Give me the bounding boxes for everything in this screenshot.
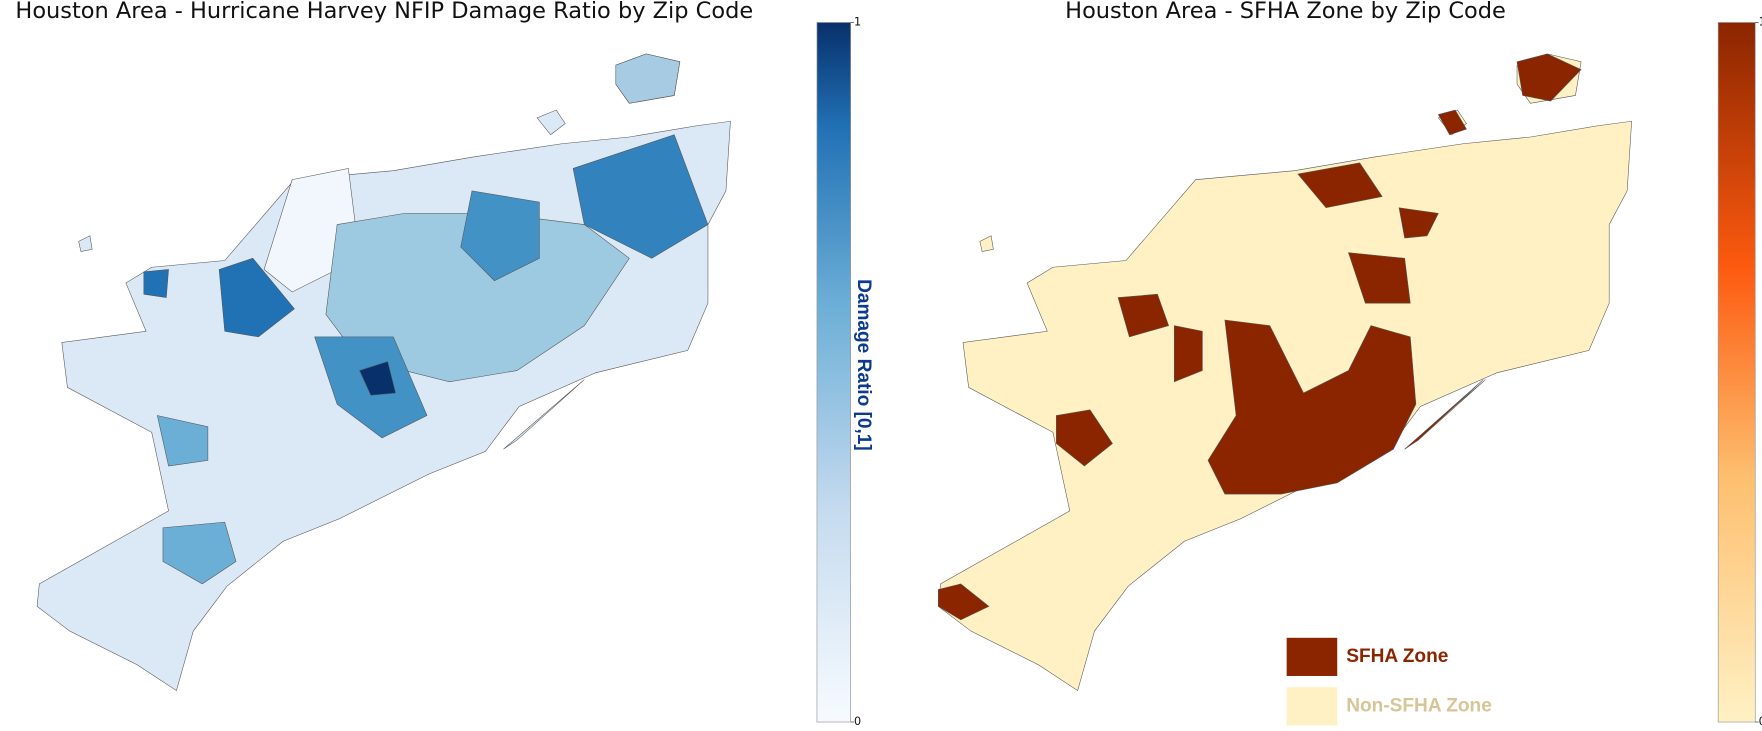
damage-map — [36, 53, 731, 692]
zip-region — [218, 257, 295, 338]
colorbar-tick-label: 1 — [854, 15, 861, 28]
colorbar-tick-label: 0 — [854, 715, 861, 728]
sfha-region — [1437, 109, 1467, 136]
sfha-region — [1174, 325, 1203, 383]
sfha-region — [1404, 379, 1484, 450]
sfha-region — [1117, 293, 1170, 338]
zip-region — [156, 415, 209, 467]
zip-region — [143, 269, 169, 298]
zip-region — [572, 134, 709, 259]
sfha-region — [1056, 409, 1113, 467]
zip-region — [359, 361, 396, 396]
map-title: Houston Area - SFHA Zone by Zip Code — [1065, 0, 1506, 24]
legend-label: Non-SFHA Zone — [1346, 695, 1492, 716]
zip-region — [460, 190, 540, 282]
colorbar-label: Damage Ratio [0,1] — [853, 279, 874, 451]
zip-region — [615, 53, 681, 104]
sfha-map — [937, 53, 1633, 692]
colorbar — [816, 22, 851, 723]
legend-swatch — [1286, 637, 1338, 676]
sfha-region — [1398, 207, 1439, 239]
map-title: Houston Area - Hurricane Harvey NFIP Dam… — [15, 0, 753, 24]
sfha-region — [1516, 53, 1582, 102]
colorbar — [1717, 22, 1756, 723]
legend-label: SFHA Zone — [1346, 646, 1448, 667]
sfha-region — [1207, 319, 1417, 495]
colorbar-tick-label: 0 — [1759, 715, 1762, 728]
zip-region — [162, 521, 237, 585]
sfha-region — [938, 583, 990, 621]
colorbar-tick-label: 1 — [1759, 15, 1762, 28]
sfha-region — [1297, 162, 1383, 209]
sfha-region — [1348, 252, 1411, 304]
legend-swatch — [1286, 687, 1338, 726]
